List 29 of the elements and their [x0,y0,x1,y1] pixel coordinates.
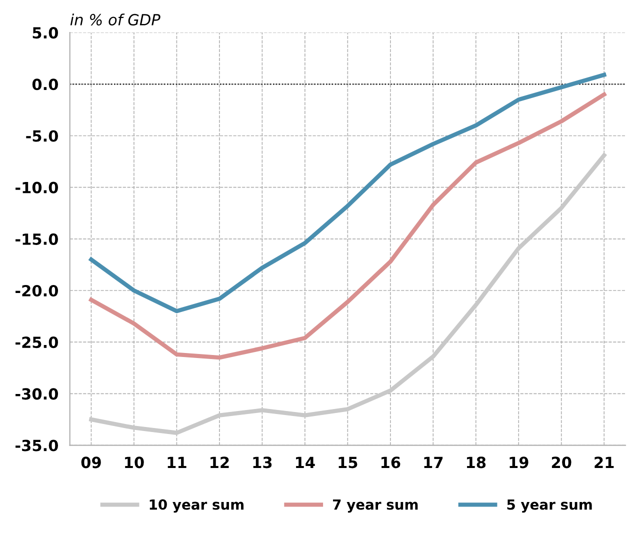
y-tick-label: -25.0 [16,336,58,348]
x-tick-label: 13 [253,456,272,468]
x-tick-label: 11 [168,456,186,468]
y-tick-label: -10.0 [16,182,58,194]
y-tick-label: 0.0 [32,78,58,90]
x-tick-label: 21 [594,456,614,468]
y-tick-label: -15.0 [16,233,58,245]
x-tick-label: 19 [510,456,528,468]
x-tick-label: 18 [466,456,486,468]
line-series [89,153,606,435]
y-tick-label: -30.0 [16,388,58,400]
x-tick-label: 15 [338,456,358,468]
line-series [89,92,606,360]
y-tick-label: 5.0 [32,27,58,39]
legend-label: 5 year sum [507,499,592,513]
x-tick-label: 16 [381,456,400,468]
y-tick-label: -20.0 [16,284,58,297]
y-axis-title: in % of GDP [70,14,160,26]
y-tick-label: -35.0 [16,440,58,452]
line-series [89,72,606,314]
x-tick-label: 10 [125,456,144,468]
x-tick-label: 12 [210,456,229,468]
legend-label: 10 year sum [150,499,244,513]
x-tick-label: 20 [552,456,572,468]
legend-label: 7 year sum [333,499,418,513]
x-tick-label: 14 [296,456,315,468]
x-tick-label: 09 [81,456,101,468]
x-tick-label: 17 [424,456,443,468]
y-tick-label: -5.0 [26,130,58,142]
